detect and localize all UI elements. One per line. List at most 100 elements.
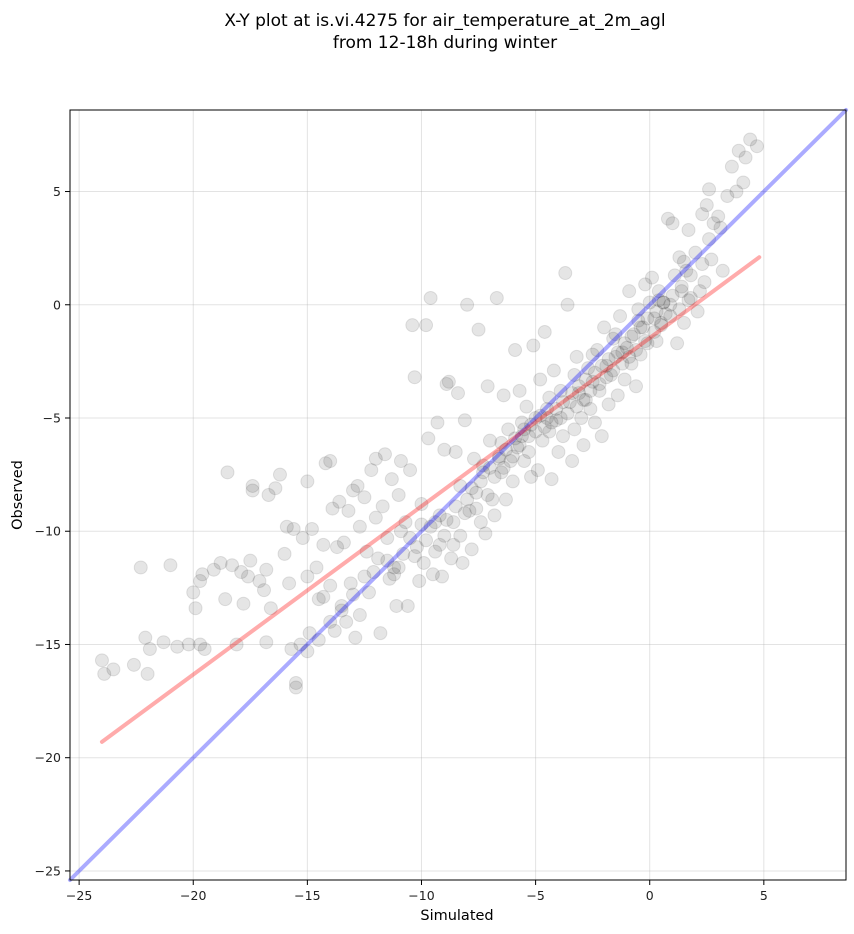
data-point — [656, 295, 671, 310]
data-point — [524, 417, 539, 432]
data-point — [421, 431, 436, 446]
data-point — [594, 358, 609, 373]
data-point — [695, 207, 710, 222]
data-point — [414, 497, 429, 512]
data-point — [455, 555, 470, 570]
x-tick-label: 0 — [646, 888, 654, 903]
data-point — [501, 422, 516, 437]
data-point — [540, 401, 555, 416]
x-axis-label: Simulated — [420, 908, 493, 924]
data-point — [373, 626, 388, 641]
data-point — [361, 585, 376, 600]
data-point — [423, 519, 438, 534]
data-point — [460, 297, 475, 312]
data-point — [651, 293, 666, 308]
data-point — [651, 284, 666, 299]
data-point — [126, 657, 141, 672]
data-point — [597, 320, 612, 335]
data-point — [702, 182, 717, 197]
data-point — [336, 535, 351, 550]
data-point — [170, 639, 185, 654]
data-point — [521, 429, 536, 444]
data-point — [391, 560, 406, 575]
data-point — [512, 383, 527, 398]
data-point — [592, 383, 607, 398]
data-point — [302, 626, 317, 641]
data-point — [731, 143, 746, 158]
data-point — [485, 492, 500, 507]
data-point — [720, 189, 735, 204]
data-point — [533, 408, 548, 423]
data-point — [574, 411, 589, 425]
data-point — [245, 478, 260, 493]
data-point — [505, 474, 520, 489]
data-point — [441, 374, 456, 389]
data-point — [576, 438, 591, 453]
data-point — [469, 501, 484, 516]
data-point — [476, 465, 491, 480]
data-point — [519, 399, 534, 414]
data-point — [581, 361, 596, 376]
data-point — [619, 340, 634, 355]
data-point — [446, 537, 461, 552]
data-point — [594, 429, 609, 444]
chart-subtitle: from 12-18h during winter — [333, 33, 557, 53]
data-point — [446, 515, 461, 530]
data-point — [530, 463, 545, 478]
data-point — [496, 388, 511, 403]
data-point — [368, 510, 383, 525]
data-point — [368, 451, 383, 466]
data-point — [241, 569, 256, 584]
data-point — [393, 454, 408, 469]
x-tick-label: −20 — [180, 888, 206, 903]
data-point — [494, 465, 509, 480]
data-point — [400, 598, 415, 613]
data-point — [343, 576, 358, 591]
data-point — [272, 467, 287, 482]
chart-title: X-Y plot at is.vi.4275 for air_temperatu… — [224, 11, 665, 31]
data-point — [482, 433, 497, 448]
y-tick-label: 0 — [53, 297, 61, 312]
data-point — [432, 508, 447, 523]
data-point — [656, 295, 671, 310]
data-point — [615, 345, 630, 360]
data-point — [610, 345, 625, 360]
data-point — [471, 322, 486, 337]
data-point — [330, 540, 345, 555]
data-point — [508, 431, 523, 446]
data-point — [670, 336, 685, 351]
data-point — [528, 411, 543, 425]
data-point — [649, 334, 664, 348]
data-point — [197, 642, 212, 656]
data-point — [585, 374, 600, 389]
data-point — [553, 411, 568, 425]
data-point — [352, 519, 367, 534]
data-point — [396, 546, 411, 561]
data-point — [288, 680, 303, 695]
y-tick-label: −15 — [35, 637, 61, 652]
data-point — [140, 666, 155, 681]
data-point — [553, 383, 568, 398]
data-point — [713, 220, 728, 235]
data-point — [341, 503, 356, 518]
data-point — [352, 608, 367, 623]
data-point — [213, 555, 228, 570]
data-point — [236, 596, 251, 611]
data-point — [711, 209, 726, 224]
data-point — [259, 562, 274, 577]
data-point — [339, 614, 354, 629]
data-point — [690, 304, 705, 319]
data-point — [346, 587, 361, 602]
data-point — [672, 302, 687, 317]
data-point — [195, 567, 210, 582]
data-point — [610, 388, 625, 403]
data-point — [384, 472, 399, 487]
data-point — [626, 327, 641, 342]
data-point — [633, 347, 648, 362]
data-point — [672, 250, 687, 265]
y-tick-label: −10 — [35, 524, 61, 539]
data-point — [576, 392, 591, 407]
data-point — [590, 343, 605, 358]
x-tick-label: −5 — [526, 888, 544, 903]
data-point — [494, 435, 509, 450]
